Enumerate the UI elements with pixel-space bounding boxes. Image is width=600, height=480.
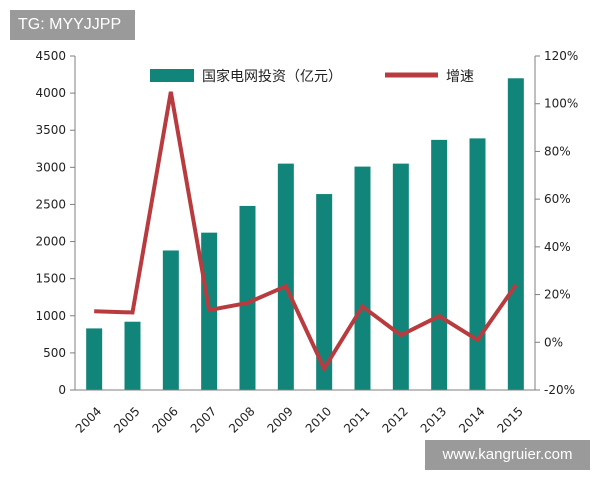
y-right-tick-label: 40% [544, 240, 571, 254]
x-tick-label: 2012 [379, 404, 410, 435]
bar-2004 [86, 328, 103, 390]
axes-group: 0 500 1000 1500 2000 2500 3000 3500 4000 4500 -20%… [35, 49, 578, 436]
bar-2005 [124, 321, 141, 390]
y-right-tick-label: -20% [544, 383, 575, 397]
y-left-tick-label: 4500 [35, 49, 66, 63]
watermark-top-left: TG: MYYJJPP [10, 10, 135, 40]
y-left-tick-label: 3500 [35, 123, 66, 137]
x-tick-label: 2010 [303, 404, 334, 435]
y-left-tick-label: 1500 [35, 272, 66, 286]
y-right-tick-label: 120% [544, 49, 578, 63]
x-tick-label: 2007 [188, 404, 219, 435]
legend-swatch-bar [150, 69, 194, 82]
bar-2014 [469, 138, 486, 390]
y-right-tick-label: 100% [544, 97, 578, 111]
bar-2012 [392, 163, 409, 390]
y-left-tick-label: 4000 [35, 86, 66, 100]
x-tick-label: 2011 [341, 404, 372, 435]
y-left-tick-label: 3000 [35, 160, 66, 174]
x-tick-label: 2005 [111, 404, 142, 435]
x-tick-label: 2014 [456, 404, 487, 435]
y-left-tick-label: 2000 [35, 235, 66, 249]
legend: 国家电网投资（亿元） 增速 [150, 68, 474, 85]
x-tick-label: 2013 [418, 404, 449, 435]
y-right-tick-label: 20% [544, 288, 571, 302]
growth-line [94, 91, 518, 373]
legend-label-line: 增速 [446, 69, 474, 85]
y-right-tick-label: 60% [544, 192, 571, 206]
x-tick-label: 2006 [149, 404, 180, 435]
bar-2010 [316, 194, 333, 390]
bar-2008 [239, 205, 256, 390]
y-right-tick-label: 80% [544, 144, 571, 158]
x-tick-label: 2004 [73, 404, 104, 435]
y-left-tick-label: 500 [43, 346, 66, 360]
x-tick-label: 2008 [226, 404, 257, 435]
y-right-tick-label: 0% [544, 335, 563, 349]
watermark-bottom-right: www.kangruier.com [425, 440, 590, 470]
bar-2013 [431, 139, 448, 390]
bar-2006 [162, 250, 179, 390]
x-tick-label: 2015 [494, 404, 525, 435]
bar-2015 [507, 78, 524, 391]
y-left-tick-label: 1000 [35, 309, 66, 323]
legend-label-bar: 国家电网投资（亿元） [202, 68, 342, 85]
y-left-tick-label: 0 [58, 383, 66, 397]
growth-line-group [94, 91, 518, 373]
bar-group [86, 78, 524, 391]
bar-2009 [277, 163, 294, 390]
y-left-tick-label: 2500 [35, 197, 66, 211]
bar-2011 [354, 166, 371, 390]
x-tick-label: 2009 [264, 404, 295, 435]
